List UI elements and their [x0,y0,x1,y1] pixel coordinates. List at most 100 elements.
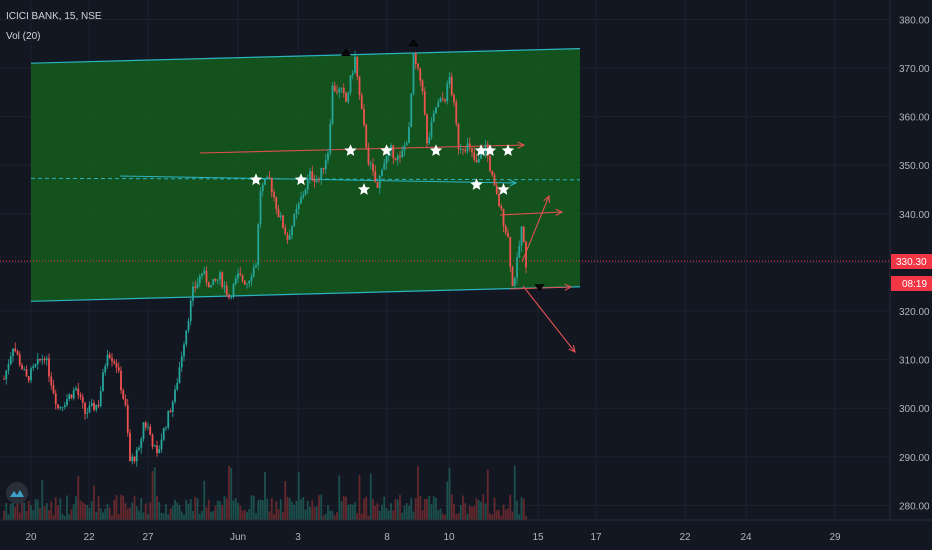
candle-body [41,358,44,361]
candle-body [97,404,100,407]
candle-body [338,88,341,93]
volume-bar [196,498,199,520]
candle-body [313,179,316,182]
volume-bar [149,502,152,520]
candle-body [108,354,111,358]
volume-bar [72,504,75,520]
candle-body [178,367,181,383]
star-markers [249,38,545,292]
candle-body [34,364,37,367]
candle-body [79,394,82,397]
price-tick-label: 280.00 [899,501,930,512]
volume-bar [63,515,66,520]
candle-body [405,142,408,146]
volume-bar [279,499,282,520]
candle-body [513,278,516,286]
candle-body [16,351,19,355]
star-marker-icon [474,144,488,156]
candle-body [282,215,284,229]
candle-body [435,107,437,114]
down-arrow-marker-icon [534,284,545,292]
time-tick-label: 3 [295,532,301,543]
candle-body [471,147,473,153]
candle-body [162,427,165,440]
candle-body [129,432,131,462]
candle-body [311,171,314,180]
candle-body [88,405,91,413]
volume-bar [273,513,275,520]
candle-body [223,285,226,288]
candle-body [455,102,458,124]
tradingview-logo-icon[interactable] [6,482,28,504]
candle-body [288,235,291,240]
volume-bar [102,512,104,520]
candle-body [277,208,280,217]
volume-bar [387,510,390,520]
volume-bar [194,496,197,520]
candle-body [446,83,449,102]
volume-bar [302,497,305,520]
time-axis[interactable]: 20 22 27 Jun 3 8 10 15 17 22 24 29 [25,532,841,543]
volume-bar [219,501,221,520]
price-tick-label: 300.00 [899,404,930,415]
volume-bar [486,469,489,520]
volume-bar [178,505,181,520]
candle-body [356,56,359,77]
volume-bar [315,506,318,520]
symbol-legend[interactable]: ICICI BANK, 15, NSE [6,11,102,22]
volume-bar [381,504,383,520]
volume-bar [390,503,392,520]
star-marker-icon [380,144,393,156]
candle-body [115,363,118,368]
candle-body [32,366,35,369]
time-tick-label: 17 [590,532,602,543]
volume-bar [288,497,291,520]
candle-body [342,87,345,94]
candle-body [243,280,246,285]
volume-bar [320,494,323,520]
volume-bar [464,503,467,520]
volume-bar [336,512,338,520]
candle-body [421,80,424,92]
candle-body [525,241,527,268]
candle-body [149,426,152,436]
volume-bar [340,501,343,520]
volume-bar [140,498,143,520]
candle-body [351,73,354,76]
volume-bar [401,512,404,520]
volume-bar [309,506,311,520]
price-channel-drawing[interactable] [30,47,581,302]
candle-body [93,402,95,410]
candle-body [246,283,248,285]
volume-bar [36,499,39,520]
volume-bar [50,501,53,520]
candle-body [264,179,266,185]
price-tick-label: 380.00 [899,15,930,26]
star-marker-icon [497,183,510,195]
volume-bar [459,505,462,520]
volume-bar [457,513,460,520]
volume-bar [318,495,320,520]
candle-body [360,95,363,109]
candle-body [126,405,129,433]
volume-bar [54,497,57,520]
candle-body [255,265,257,268]
candle-body [500,206,503,209]
candle-body [324,160,327,170]
volume-bar [147,513,149,520]
candle-body [410,93,413,127]
volume-bar [507,508,509,520]
volume-bar [228,465,230,520]
candle-body [426,114,428,144]
star-marker-icon [470,178,483,190]
candle-body [43,358,46,361]
candle-body [102,372,104,392]
volume-legend[interactable]: Vol (20) [6,31,41,42]
volume-bar [430,504,433,520]
volume-bar [354,502,356,520]
volume-bar [313,507,316,520]
volume-bar [439,508,442,520]
candle-body [419,67,422,81]
volume-bar [7,514,10,520]
